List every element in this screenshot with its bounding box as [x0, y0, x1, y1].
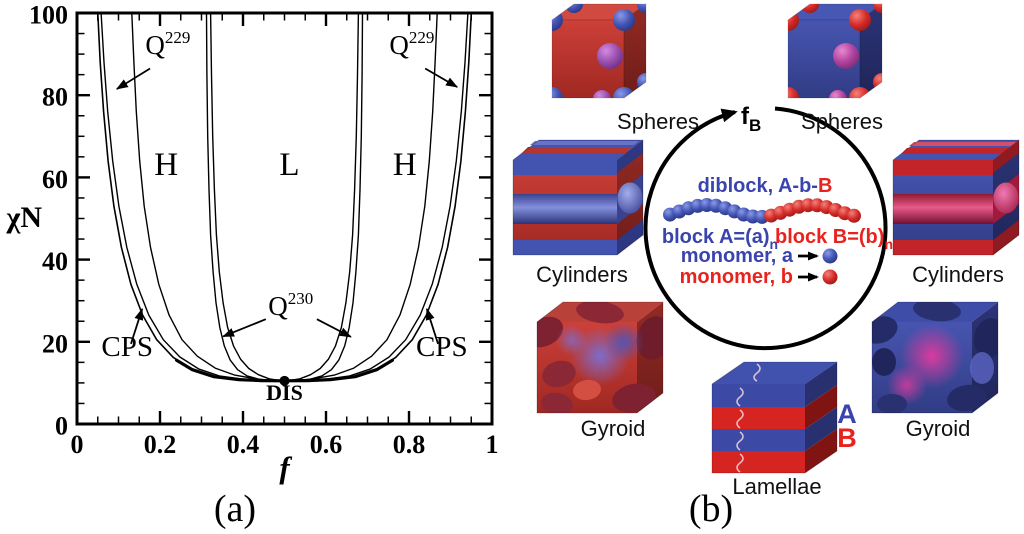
label-cylinders-right: Cylinders	[912, 262, 1004, 287]
y-axis-label: χN	[5, 201, 42, 234]
phase-diagram-panel: (a) 0 0.2 0.4 0.6 0.8 1 0 20 40 60 80 100 χN f H L H Q229…	[5, 1, 499, 531]
gyroid-blue-image	[871, 301, 999, 414]
x-axis-label: f	[279, 450, 292, 485]
phase-boundary-S-H-left	[131, 12, 286, 382]
y-tick-label: 0	[55, 412, 68, 441]
y-tick-label: 40	[42, 247, 68, 276]
spheres-red-matrix-image	[550, 3, 648, 99]
y-tick-label: 80	[42, 83, 68, 112]
lamellae-image	[711, 361, 838, 474]
annotation-q230: Q230	[268, 289, 313, 321]
label-lamellae: Lamellae	[732, 474, 821, 499]
phase-boundary-CPS-right	[283, 12, 469, 382]
morphology-panel: fB diblock, A-b-B block A=(a)n block B=(…	[512, 3, 1020, 530]
x-tick-label: 0.4	[227, 430, 260, 459]
x-tick-label: 0.2	[144, 430, 177, 459]
panel-b-caption: (b)	[689, 488, 733, 530]
x-tick-label: 0	[71, 430, 84, 459]
phase-boundary-CPS-left	[100, 12, 286, 382]
label-cylinders-left: Cylinders	[536, 262, 628, 287]
bead-monomer-b	[847, 208, 861, 223]
annotation-cps: CPS	[416, 331, 468, 363]
annotation-q229: Q229	[389, 28, 434, 60]
phase-boundary-H-G-right	[283, 12, 364, 382]
label-spheres-left: Spheres	[617, 109, 699, 134]
annotation-arrow	[222, 318, 267, 338]
annotation-arrow	[316, 318, 352, 338]
diblock-label: diblock, A-b-B	[698, 175, 833, 197]
y-tick-label: 100	[29, 1, 68, 30]
critical-point-dot	[279, 375, 290, 386]
monomer-b-dot	[822, 269, 838, 285]
x-tick-label: 1	[486, 430, 499, 459]
phase-boundary-ODT-left	[97, 12, 286, 382]
x-tick-label: 0.6	[310, 430, 343, 459]
composition-circle-arrow	[643, 106, 888, 351]
phase-boundary-S-H-right	[283, 12, 438, 382]
label-gyroid-right: Gyroid	[906, 416, 971, 441]
annotation-arrow	[130, 307, 144, 345]
panel-a-caption: (a)	[214, 488, 256, 530]
y-tick-label: 20	[42, 329, 68, 358]
y-tick-label: 60	[42, 165, 68, 194]
cylinders-red-in-blue-image	[892, 139, 1020, 256]
monomer-b-label: monomer, b	[680, 266, 793, 288]
phase-boundary-H-G-left	[205, 12, 286, 382]
x-tick-label: 0.8	[393, 430, 426, 459]
phase-boundary-ODT-right	[283, 12, 473, 382]
label-spheres-right: Spheres	[801, 109, 883, 134]
label-gyroid-left: Gyroid	[581, 416, 646, 441]
lamellae-layer-b-label: B	[837, 423, 857, 453]
annotation-q229: Q229	[145, 28, 190, 60]
annotation-arrow	[115, 67, 151, 90]
polymer-squiggles	[736, 363, 761, 473]
phase-boundary-G-L-left	[209, 12, 286, 382]
block-a-label: block A=(a)n	[662, 226, 778, 252]
gyroid-red-image	[536, 301, 664, 414]
region-label-l: L	[279, 147, 299, 183]
region-label-h: H	[154, 147, 178, 183]
block-b-label: block B=(b)n	[775, 226, 893, 252]
polymer-chain	[663, 198, 861, 224]
annotation-arrow	[425, 307, 439, 345]
spheres-blue-matrix-image	[786, 3, 884, 99]
monomer-a-label: monomer, a	[681, 245, 794, 267]
cylinders-blue-in-red-image	[512, 139, 644, 256]
monomer-a-dot	[822, 248, 838, 264]
annotation-arrow	[424, 67, 459, 88]
annotation-dis: DIS	[266, 380, 303, 405]
lamellae-layer-a-label: A	[837, 399, 857, 429]
annotation-cps: CPS	[101, 331, 153, 363]
phase-boundary-G-L-right	[283, 12, 360, 382]
region-label-h: H	[393, 147, 417, 183]
fB-axis-label: fB	[741, 103, 761, 135]
